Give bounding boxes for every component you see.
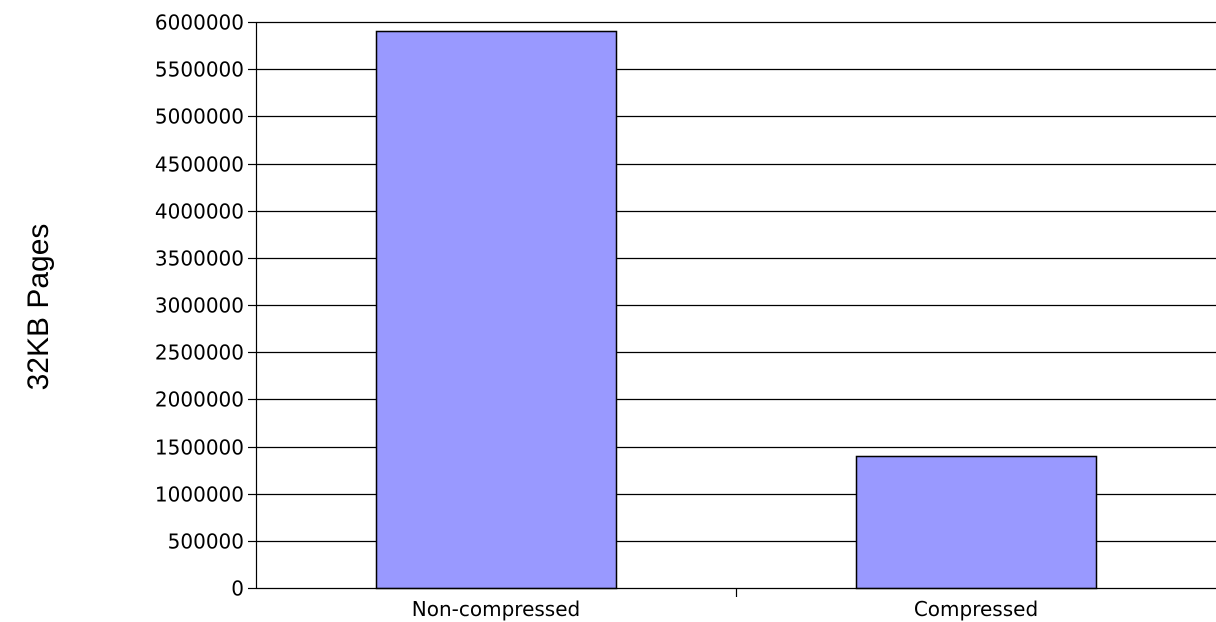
y-tick-label: 0	[231, 577, 244, 601]
y-tick-label: 2500000	[155, 341, 244, 365]
x-category-label: Compressed	[914, 597, 1038, 621]
y-tick-label: 5500000	[155, 58, 244, 82]
bar-compressed	[855, 455, 1098, 590]
y-tick-labels: 0 500000 1000000 1500000 2000000 2500000 30000…	[155, 11, 244, 601]
y-axis-title: 32KB Pages	[22, 224, 55, 391]
y-tick-label: 1500000	[155, 436, 244, 460]
y-tick-label: 4000000	[155, 200, 244, 224]
y-tick-label: 500000	[168, 530, 244, 554]
bar-non-compressed	[375, 30, 618, 590]
x-category-labels: Non-compressed Compressed	[412, 597, 1038, 621]
y-tick-label: 3000000	[155, 294, 244, 318]
y-tick-label: 6000000	[155, 11, 244, 35]
y-tick-label: 3500000	[155, 247, 244, 271]
x-category-label: Non-compressed	[412, 597, 580, 621]
axes	[248, 21, 1216, 597]
bars	[375, 30, 1098, 590]
y-tick-label: 1000000	[155, 483, 244, 507]
y-tick-label: 2000000	[155, 388, 244, 412]
y-tick-label: 4500000	[155, 153, 244, 177]
y-tick-label: 5000000	[155, 105, 244, 129]
